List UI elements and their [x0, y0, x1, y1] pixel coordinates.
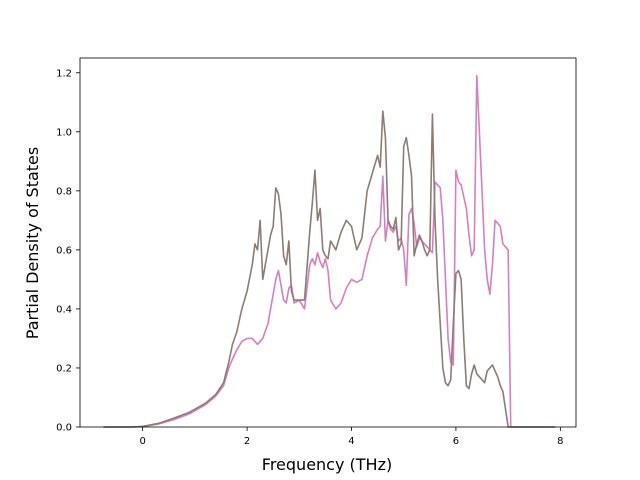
y-tick-label: 0.2 [56, 363, 72, 374]
x-tick-label: 8 [557, 436, 563, 447]
y-axis: 0.0 0.2 0.4 0.6 0.8 1.0 1.2 [56, 68, 80, 434]
x-tick-label: 4 [348, 436, 354, 447]
axes-frame [79, 57, 577, 428]
y-tick-label: 1.2 [56, 68, 72, 79]
series-line-2 [103, 110, 556, 428]
y-tick-label: 1.0 [56, 127, 72, 138]
x-axis: 0 2 4 6 8 [139, 427, 564, 447]
plot-area [103, 74, 556, 428]
x-tick-label: 6 [453, 436, 459, 447]
y-tick-label: 0.8 [56, 186, 72, 197]
y-tick-label: 0.6 [56, 245, 72, 256]
y-tick-label: 0.0 [56, 423, 72, 434]
x-tick-label: 0 [139, 436, 145, 447]
x-axis-label: Frequency (THz) [262, 455, 392, 474]
x-tick-label: 2 [244, 436, 250, 447]
series-line-1 [103, 74, 556, 428]
y-axis-label: Partial Density of States [23, 147, 42, 339]
y-tick-label: 0.4 [56, 304, 72, 315]
